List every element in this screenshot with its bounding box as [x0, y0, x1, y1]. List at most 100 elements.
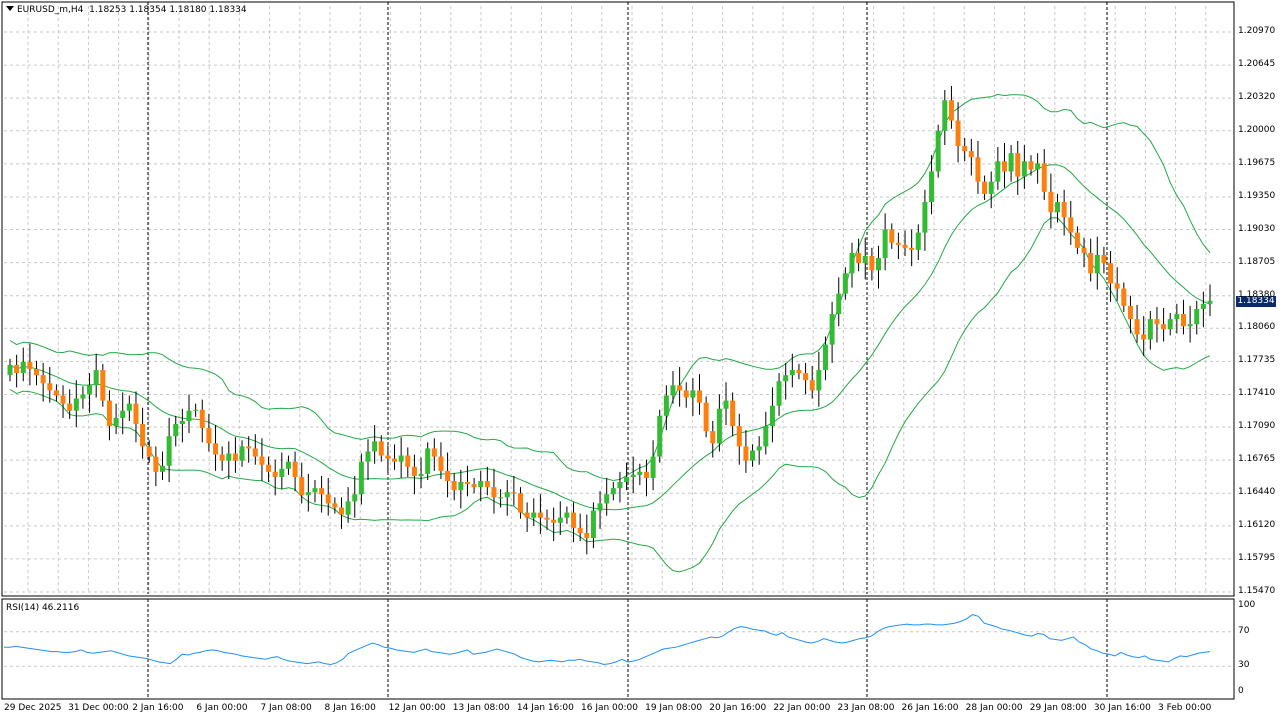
candle — [40, 362, 46, 402]
candle — [922, 189, 928, 251]
candle — [995, 147, 1001, 190]
candle-body — [624, 476, 630, 483]
candle — [670, 371, 676, 404]
candle-body — [703, 402, 709, 432]
candle-body — [590, 510, 596, 539]
candle-body — [405, 455, 411, 467]
candle — [1035, 153, 1041, 184]
candle-body — [1154, 319, 1160, 325]
candle — [1008, 145, 1014, 182]
candle-body — [1081, 247, 1087, 253]
candle — [186, 394, 192, 434]
candle-body — [571, 512, 577, 528]
band-upper — [9, 93, 1211, 482]
candles[interactable] — [7, 85, 1213, 555]
candle — [312, 480, 318, 503]
candle-body — [34, 369, 40, 376]
candle — [988, 171, 994, 209]
candle — [113, 403, 119, 435]
candle — [1015, 140, 1021, 195]
candle — [93, 353, 99, 398]
candle — [252, 434, 258, 465]
candle-body — [312, 488, 318, 493]
candle-body — [935, 130, 941, 172]
candle-body — [471, 484, 477, 488]
candle — [159, 451, 165, 480]
candle — [1021, 145, 1027, 189]
candle — [7, 358, 13, 382]
candle-body — [517, 493, 523, 513]
price-tick-label: 1.17410 — [1238, 388, 1276, 399]
chart-grid — [4, 6, 1232, 667]
candle-body — [1088, 252, 1094, 274]
candle-body — [750, 450, 756, 461]
candle-body — [942, 100, 948, 131]
day-separators — [147, 2, 1108, 699]
candle-body — [902, 244, 908, 248]
candle-body — [53, 390, 59, 396]
time-tick-label: 29 Jan 08:00 — [1029, 703, 1087, 713]
candle — [67, 389, 73, 419]
candle-body — [299, 476, 305, 496]
candle-body — [252, 448, 258, 457]
price-tick-label: 1.20320 — [1238, 92, 1276, 103]
candle-body — [1167, 319, 1173, 330]
candle — [14, 354, 20, 388]
candle — [1068, 201, 1074, 245]
time-tick-label: 14 Jan 16:00 — [516, 703, 574, 713]
bollinger-bands — [9, 93, 1211, 573]
candle-body — [1194, 308, 1200, 325]
price-tick-label: 1.20000 — [1238, 124, 1276, 135]
candle — [1108, 250, 1114, 302]
candle — [703, 396, 709, 438]
candle — [27, 343, 33, 386]
candle — [1154, 306, 1160, 343]
candle-body — [153, 456, 159, 472]
candle-body — [531, 512, 537, 518]
candle — [856, 238, 862, 272]
candle — [882, 213, 888, 271]
candle — [140, 407, 146, 459]
candle — [557, 501, 563, 535]
candle-body — [915, 232, 921, 250]
candle — [929, 155, 935, 215]
candle-body — [610, 488, 616, 495]
candle — [1200, 291, 1206, 328]
candle-body — [93, 370, 99, 386]
candle-body — [259, 456, 265, 465]
candle-body — [338, 507, 344, 515]
candle-body — [285, 461, 291, 469]
candle-body — [1068, 217, 1074, 233]
ohlc-close: 1.18334 — [209, 5, 247, 15]
candle-body — [398, 455, 404, 462]
candle — [358, 453, 364, 505]
candle — [80, 386, 86, 409]
candle — [206, 413, 212, 452]
candle-body — [464, 482, 470, 485]
candle — [87, 373, 93, 413]
candle-body — [478, 481, 484, 488]
candle-body — [1141, 334, 1147, 340]
candle-body — [869, 256, 875, 271]
candle — [537, 494, 543, 534]
candle — [120, 392, 126, 435]
time-tick-label: 3 Feb 00:00 — [1158, 703, 1212, 713]
candle-body — [1114, 283, 1120, 289]
candle-body — [100, 370, 106, 401]
candle-body — [451, 481, 457, 491]
candle-body — [577, 527, 583, 533]
candle — [398, 437, 404, 478]
candle-body — [206, 428, 212, 444]
candle-body — [796, 370, 802, 374]
candle-body — [1008, 153, 1014, 172]
candle — [1055, 193, 1061, 223]
candle-body — [597, 503, 603, 511]
candle-body — [876, 258, 882, 271]
candle-body — [40, 375, 46, 384]
candle-body — [193, 409, 199, 411]
price-tick-label: 1.18060 — [1238, 322, 1276, 333]
candle — [1127, 295, 1133, 334]
candle — [1167, 313, 1173, 336]
collapse-triangle-icon[interactable] — [6, 6, 14, 11]
